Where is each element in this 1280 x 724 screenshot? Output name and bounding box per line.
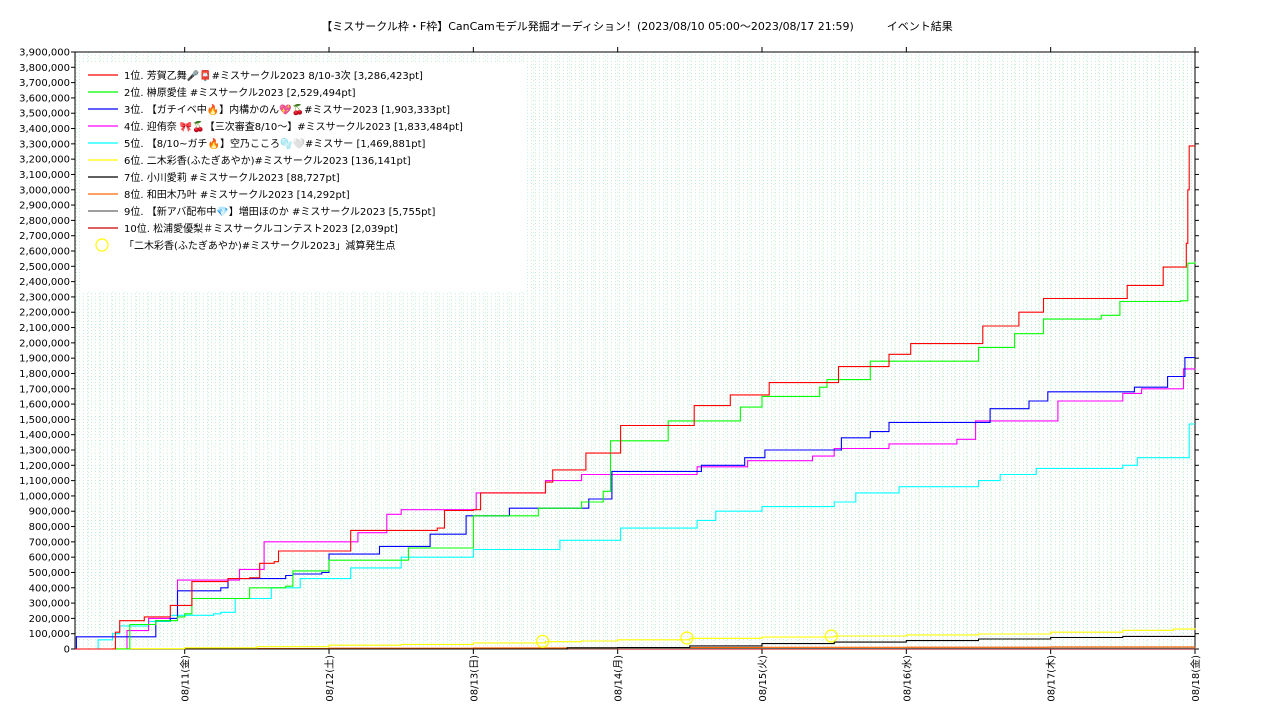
y-tick-label: 3,700,000 [19,78,70,89]
y-tick-label: 100,000 [29,629,70,640]
y-tick-label: 2,800,000 [19,216,70,227]
y-tick-label: 3,100,000 [19,170,70,181]
y-tick-label: 2,000,000 [19,338,70,349]
y-tick-label: 900,000 [29,507,70,518]
y-tick-label: 1,900,000 [19,354,70,365]
y-tick-label: 300,000 [29,599,70,610]
legend-label: 10位. 松浦愛優梨＃ミスサークルコンテスト2023 [2,039pt] [124,222,398,235]
y-tick-label: 1,000,000 [19,491,70,502]
x-tick-label: 08/14(月) [613,655,625,702]
y-tick-label: 1,200,000 [19,461,70,472]
y-tick-label: 3,400,000 [19,124,70,135]
y-tick-label: 1,700,000 [19,384,70,395]
x-tick-label: 08/11(金) [179,655,192,702]
y-tick-label: 3,900,000 [19,48,70,59]
y-tick-label: 2,900,000 [19,201,70,212]
y-tick-label: 1,100,000 [19,476,70,487]
x-tick-label: 08/13(日) [469,655,480,702]
y-tick-label: 2,700,000 [19,231,70,242]
x-tick-label: 08/17(木) [1046,655,1058,702]
legend-label: 1位. 芳賀乙舞🎤📮#ミスサークル2023 8/10-3次 [3,286,423… [124,69,423,82]
legend-label: 4位. 迎侑奈 🎀🍒【三次審査8/10〜】#ミスサークル2023 [1,833,… [124,120,463,133]
x-tick-label: 08/18(金) [1189,655,1202,702]
legend-label: 「二木彩香(ふたぎあやか)#ミスサークル2023」減算発生点 [124,239,395,252]
legend-label: 5位. 【8/10~ガチ🔥】空乃こころ🫧🤍#ミスサー [1,469,881pt] [124,137,426,150]
y-tick-label: 2,200,000 [19,308,70,319]
y-tick-label: 500,000 [29,568,70,579]
y-tick-label: 1,600,000 [19,400,70,411]
y-tick-label: 600,000 [29,553,70,564]
y-tick-label: 1,800,000 [19,369,70,380]
legend-label: 6位. 二木彩香(ふたぎあやか)#ミスサークル2023 [136,141pt] [124,154,411,167]
y-tick-label: 400,000 [29,583,70,594]
chart-title: 【ミスサークル枠・F枠】CanCamモデル発掘オーディション！(2023/08/… [321,19,953,33]
x-tick-label: 08/16(水) [901,655,913,702]
y-tick-label: 700,000 [29,537,70,548]
y-tick-label: 2,500,000 [19,262,70,273]
x-tick-label: 08/15(火) [757,655,769,702]
y-tick-label: 2,300,000 [19,292,70,303]
y-tick-label: 800,000 [29,522,70,533]
y-tick-label: 1,500,000 [19,415,70,426]
legend: 1位. 芳賀乙舞🎤📮#ミスサークル2023 8/10-3次 [3,286,423… [80,64,525,292]
legend-label: 2位. 榊原愛佳 #ミスサークル2023 [2,529,494pt] [124,86,356,99]
legend-label: 9位. 【新アバ配布中💎】増田ほのか #ミスサークル2023 [5,755pt] [124,205,435,218]
legend-label: 8位. 和田木乃叶 #ミスサークル2023 [14,292pt] [124,188,350,201]
x-tick-label: 08/12(土) [323,655,336,702]
y-tick-label: 3,600,000 [19,93,70,104]
y-tick-label: 2,600,000 [19,247,70,258]
y-tick-label: 3,200,000 [19,155,70,166]
y-tick-label: 2,100,000 [19,323,70,334]
y-tick-label: 2,400,000 [19,277,70,288]
y-tick-label: 0 [64,645,70,656]
y-tick-label: 3,000,000 [19,185,70,196]
legend-label: 7位. 小川愛莉 #ミスサークル2023 [88,727pt] [124,171,340,184]
y-tick-label: 200,000 [29,614,70,625]
legend-label: 3位. 【ガチイベ中🔥】内構かのん💖🍒#ミスサー2023 [1,903,333p… [124,103,450,116]
y-tick-label: 3,500,000 [19,109,70,120]
y-tick-label: 3,300,000 [19,139,70,150]
y-tick-label: 1,400,000 [19,430,70,441]
y-tick-label: 3,800,000 [19,63,70,74]
y-tick-label: 1,300,000 [19,446,70,457]
